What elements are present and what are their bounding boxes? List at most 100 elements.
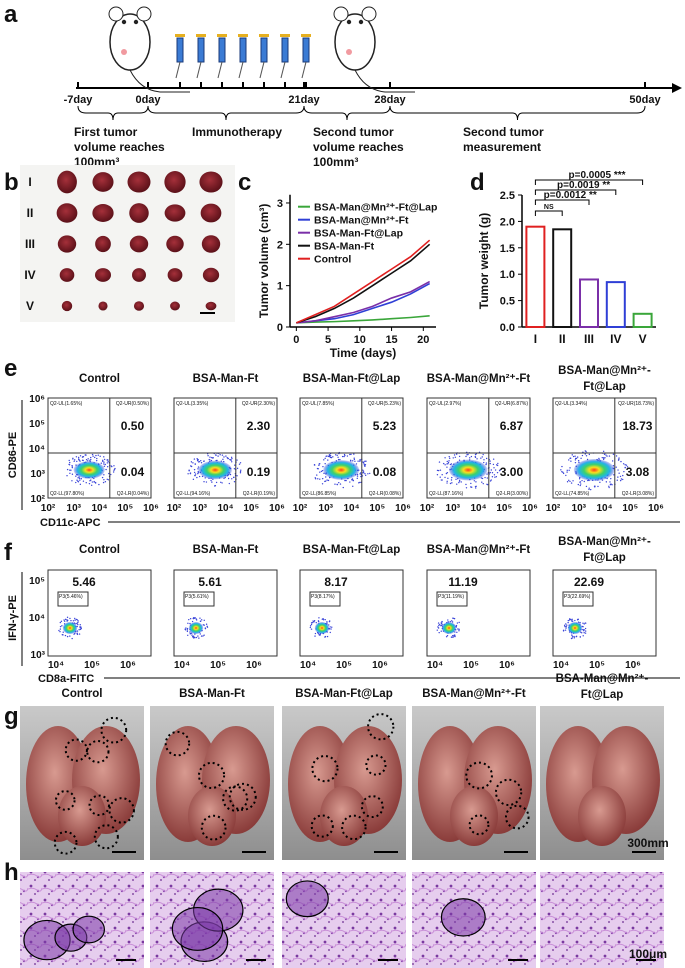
event-dot xyxy=(233,476,235,479)
x-tick-label: 10² xyxy=(41,503,56,514)
event-dot xyxy=(71,465,73,467)
event-dot xyxy=(90,456,92,459)
event-dot xyxy=(89,459,91,462)
event-dot xyxy=(618,458,620,460)
event-dot xyxy=(75,623,77,625)
event-dot xyxy=(321,477,324,480)
event-dot xyxy=(77,456,80,459)
gate xyxy=(436,591,468,607)
event-dot xyxy=(485,462,488,464)
panel-label: c xyxy=(238,169,251,196)
event-dot xyxy=(69,472,71,474)
event-dot xyxy=(328,628,331,630)
gate xyxy=(562,591,594,607)
metastasis-marker xyxy=(228,782,257,811)
x-tick-label: 10⁶ xyxy=(625,660,641,671)
event-dot xyxy=(489,471,491,474)
event-dot xyxy=(230,456,233,459)
event-dot xyxy=(209,456,211,458)
syringe xyxy=(197,37,205,63)
plot-title: BSA-Man-Ft xyxy=(193,544,259,556)
event-dot xyxy=(344,479,346,482)
x-tick-label: 10³ xyxy=(319,503,334,514)
event-dot xyxy=(343,455,345,458)
event-dot xyxy=(203,634,205,636)
metastasis-marker xyxy=(341,814,367,841)
gate xyxy=(309,591,341,607)
event-dot xyxy=(583,480,585,483)
event-dot xyxy=(476,458,478,460)
event-dot xyxy=(66,616,69,619)
x-axis-label: CD11c-APC xyxy=(40,517,101,529)
event-dot xyxy=(77,623,79,626)
event-dot xyxy=(608,486,610,489)
event-dot xyxy=(341,455,344,458)
event-dot xyxy=(439,469,442,471)
event-dot xyxy=(453,634,456,636)
metastasis-marker xyxy=(310,814,334,838)
significance-bracket xyxy=(534,199,590,205)
event-dot xyxy=(104,480,107,483)
x-tick-label: 10⁴ xyxy=(300,660,316,671)
density-core xyxy=(441,621,457,635)
event-dot xyxy=(438,631,440,634)
event-dot xyxy=(327,479,330,482)
event-dot xyxy=(351,478,354,480)
metastasis-marker xyxy=(360,795,384,819)
event-dot xyxy=(227,477,230,480)
event-dot xyxy=(367,473,369,475)
event-dot xyxy=(194,473,197,475)
density-core xyxy=(323,460,360,480)
event-dot xyxy=(334,483,336,485)
event-dot xyxy=(99,455,101,457)
event-dot xyxy=(103,474,105,476)
x-tick-label: 10⁵ xyxy=(210,660,226,671)
x-tick-label: 10⁶ xyxy=(522,503,538,514)
metastasis-marker xyxy=(367,713,395,741)
event-dot xyxy=(364,473,366,475)
event-dot xyxy=(219,454,221,456)
tumor xyxy=(202,267,220,283)
event-dot xyxy=(563,624,566,627)
event-dot xyxy=(440,622,442,624)
event-dot xyxy=(192,478,195,481)
quadrant-label: Q2-LR(0.08%) xyxy=(369,491,402,497)
event-dot xyxy=(577,621,580,623)
quadrant-label: Q2-UR(6.87%) xyxy=(495,401,528,407)
event-dot xyxy=(570,482,573,484)
event-dot xyxy=(205,623,208,625)
y-tick-label: 0 xyxy=(277,322,283,334)
y-tick-label: 10⁴ xyxy=(29,613,45,624)
event-dot xyxy=(199,620,202,622)
mouse-eye xyxy=(346,19,352,25)
plot-title: BSA-Man-Ft@Lap xyxy=(303,373,400,385)
needle xyxy=(175,61,181,79)
needle xyxy=(238,61,244,79)
event-dot xyxy=(187,473,189,475)
event-dot xyxy=(96,457,98,460)
tumor xyxy=(200,203,222,223)
plot-title: BSA-Man@Mn²⁺-Ft@Lap xyxy=(558,365,651,393)
event-dot xyxy=(494,469,497,471)
plot-title: Control xyxy=(79,544,120,556)
event-dot xyxy=(618,457,620,459)
legend-label: Control xyxy=(314,254,351,266)
event-dot xyxy=(324,618,326,621)
panel-label: g xyxy=(4,703,19,730)
event-dot xyxy=(66,635,69,638)
event-dot xyxy=(344,454,346,457)
metastasis-marker xyxy=(93,824,119,850)
event-dot xyxy=(81,456,84,458)
event-dot xyxy=(356,477,358,480)
event-dot xyxy=(611,484,613,486)
event-dot xyxy=(185,627,187,629)
density-core xyxy=(314,621,330,635)
series-line xyxy=(296,315,430,324)
y-tick-label: 0.0 xyxy=(500,322,515,334)
event-dot xyxy=(211,456,213,459)
event-dot xyxy=(353,458,356,461)
event-dot xyxy=(346,455,349,457)
event-dot xyxy=(584,630,587,632)
event-dot xyxy=(562,472,565,475)
event-dot xyxy=(622,478,624,481)
